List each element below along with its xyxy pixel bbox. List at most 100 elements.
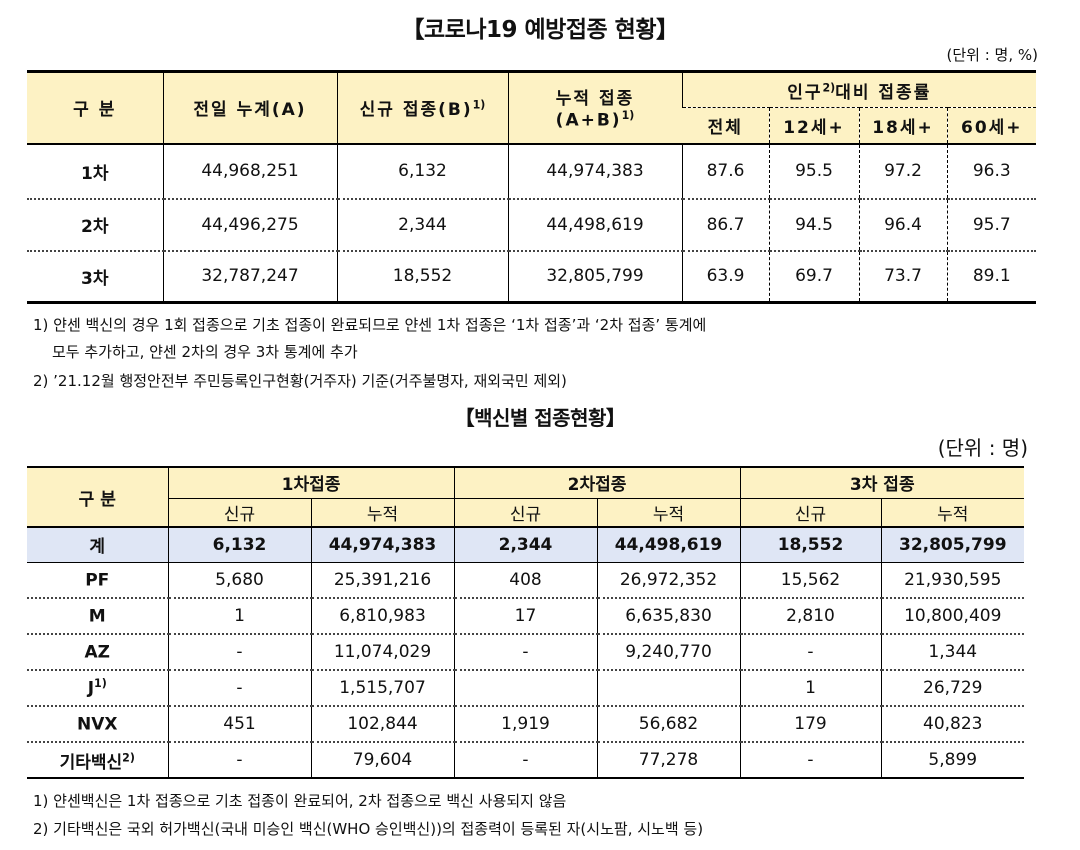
table-row: J1) - 1,515,707 1 26,729 [27,669,1025,706]
header-category: 구 분 [27,71,163,144]
cell-d2-new: - [453,741,597,778]
cell-rate-12: 69.7 [768,249,859,303]
row-label: NVX [27,705,168,742]
cell-d3-new: 2,810 [739,597,881,634]
row-label: 3차 [27,249,163,303]
cell-d3-cum: 1,344 [880,633,1025,670]
header-new: 신규 접종(B)1) [336,71,508,144]
header-dose2-cum: 누적 [596,497,740,527]
cell-d3-new: 179 [739,705,881,742]
cell-cum: 44,498,619 [507,197,682,251]
cell-prev: 32,787,247 [162,249,337,303]
cell-rate-18: 96.4 [858,197,947,251]
cell-d1-cum: 79,604 [310,741,454,778]
cell-rate-60: 89.1 [946,249,1037,303]
cell-d3-new: 15,562 [739,562,881,598]
cell-d2-new: 2,344 [453,527,597,563]
header-cumulative: 누적 접종 (A+B)1) [507,71,682,144]
header-category: 구 분 [27,467,168,527]
cell-d3-cum: 5,899 [880,741,1025,778]
cell-d3-cum: 26,729 [880,669,1025,706]
cell-d3-cum: 32,805,799 [880,527,1025,563]
cell-d2-new: 1,919 [453,705,597,742]
table-row: AZ - 11,074,029 - 9,240,770 - 1,344 [27,633,1025,670]
header-dose1: 1차접종 [167,467,454,498]
cell-d3-new: - [739,633,881,670]
cell-d1-new: 1 [167,597,311,634]
header-rate-12plus: 12세+ [768,107,859,144]
vaccination-status-table: 구 분 전일 누계(A) 신규 접종(B)1) 누적 접종 (A+B)1) 인구… [27,70,1037,304]
row-label: 계 [27,527,168,563]
section2-title: 【백신별 접종현황】 [454,406,626,430]
cell-rate-18: 73.7 [858,249,947,303]
cell-d1-cum: 11,074,029 [310,633,454,670]
row-label: J1) [27,669,168,706]
row-label: 기타백신2) [27,741,168,778]
vaccine-type-table: 구 분 1차접종 2차접종 3차 접종 신규 누적 신규 누적 신규 누적 계 … [27,466,1025,779]
header-rate-60plus: 60세+ [946,107,1037,144]
cell-d1-cum: 102,844 [310,705,454,742]
cell-rate-all: 86.7 [681,197,769,251]
cell-d2-cum: 6,635,830 [596,597,740,634]
cell-d2-new: 408 [453,562,597,598]
footnote-2: 2) ’21.12월 행정안전부 주민등록인구현황(거주자) 기준(거주불명자,… [33,372,567,390]
cell-d3-new: 1 [739,669,881,706]
cell-d1-new: 5,680 [167,562,311,598]
table-row: PF 5,680 25,391,216 408 26,972,352 15,56… [27,562,1025,598]
section1-unit: (단위 : 명, %) [946,46,1038,64]
cell-rate-12: 94.5 [768,197,859,251]
cell-new: 6,132 [336,143,508,199]
row-label: AZ [27,633,168,670]
cell-d3-cum: 21,930,595 [880,562,1025,598]
header-dose2: 2차접종 [453,467,740,498]
table-row: 2차 44,496,275 2,344 44,498,619 86.7 94.5… [27,197,1037,251]
section1-title: 【코로나19 예방접종 현황】 [401,17,679,43]
cell-d2-cum: 56,682 [596,705,740,742]
cell-d1-cum: 1,515,707 [310,669,454,706]
footnote-vaccine-2: 2) 기타백신은 국외 허가백신(국내 미승인 백신(WHO 승인백신))의 접… [33,820,704,838]
cell-rate-18: 97.2 [858,143,947,199]
table-row: NVX 451 102,844 1,919 56,682 179 40,823 [27,705,1025,742]
cell-prev: 44,968,251 [162,143,337,199]
cell-d1-new: - [167,741,311,778]
cell-d2-new: 17 [453,597,597,634]
cell-cum: 32,805,799 [507,249,682,303]
header-dose3-cum: 누적 [880,497,1025,527]
cell-d2-cum: 77,278 [596,741,740,778]
cell-cum: 44,974,383 [507,143,682,199]
table-row: M 1 6,810,983 17 6,635,830 2,810 10,800,… [27,597,1025,634]
header-dose1-new: 신규 [167,497,311,527]
cell-rate-12: 95.5 [768,143,859,199]
cell-d2-cum: 9,240,770 [596,633,740,670]
header-prev-total: 전일 누계(A) [162,71,337,144]
cell-d2-cum: 44,498,619 [596,527,740,563]
cell-d1-new: 6,132 [167,527,311,563]
total-row: 계 6,132 44,974,383 2,344 44,498,619 18,5… [27,527,1025,563]
header-population-rate: 인구2)대비 접종률 [681,71,1037,108]
cell-d1-cum: 44,974,383 [310,527,454,563]
table-row: 3차 32,787,247 18,552 32,805,799 63.9 69.… [27,249,1037,303]
table-row: 기타백신2) - 79,604 - 77,278 - 5,899 [27,741,1025,778]
header-dose3-new: 신규 [739,497,881,527]
cell-d1-cum: 25,391,216 [310,562,454,598]
footnote-1-cont: 모두 추가하고, 얀센 2차의 경우 3차 통계에 추가 [52,343,358,361]
cell-d3-new: 18,552 [739,527,881,563]
cell-rate-all: 63.9 [681,249,769,303]
cell-rate-60: 96.3 [946,143,1037,199]
cell-d1-new: - [167,669,311,706]
cell-prev: 44,496,275 [162,197,337,251]
header-rate-all: 전체 [682,107,769,144]
cell-d1-cum: 6,810,983 [310,597,454,634]
row-label: M [27,597,168,634]
cell-d3-cum: 10,800,409 [880,597,1025,634]
header-rate-18plus: 18세+ [858,107,947,144]
cell-d2-new: - [453,633,597,670]
header-dose2-new: 신규 [453,497,597,527]
cell-new: 2,344 [336,197,508,251]
row-label: 2차 [27,197,163,251]
section2-unit: (단위 : 명) [937,436,1028,460]
row-label: 1차 [81,163,109,184]
cell-rate-all: 87.6 [681,143,769,199]
cell-d3-cum: 40,823 [880,705,1025,742]
cell-d1-new: 451 [167,705,311,742]
